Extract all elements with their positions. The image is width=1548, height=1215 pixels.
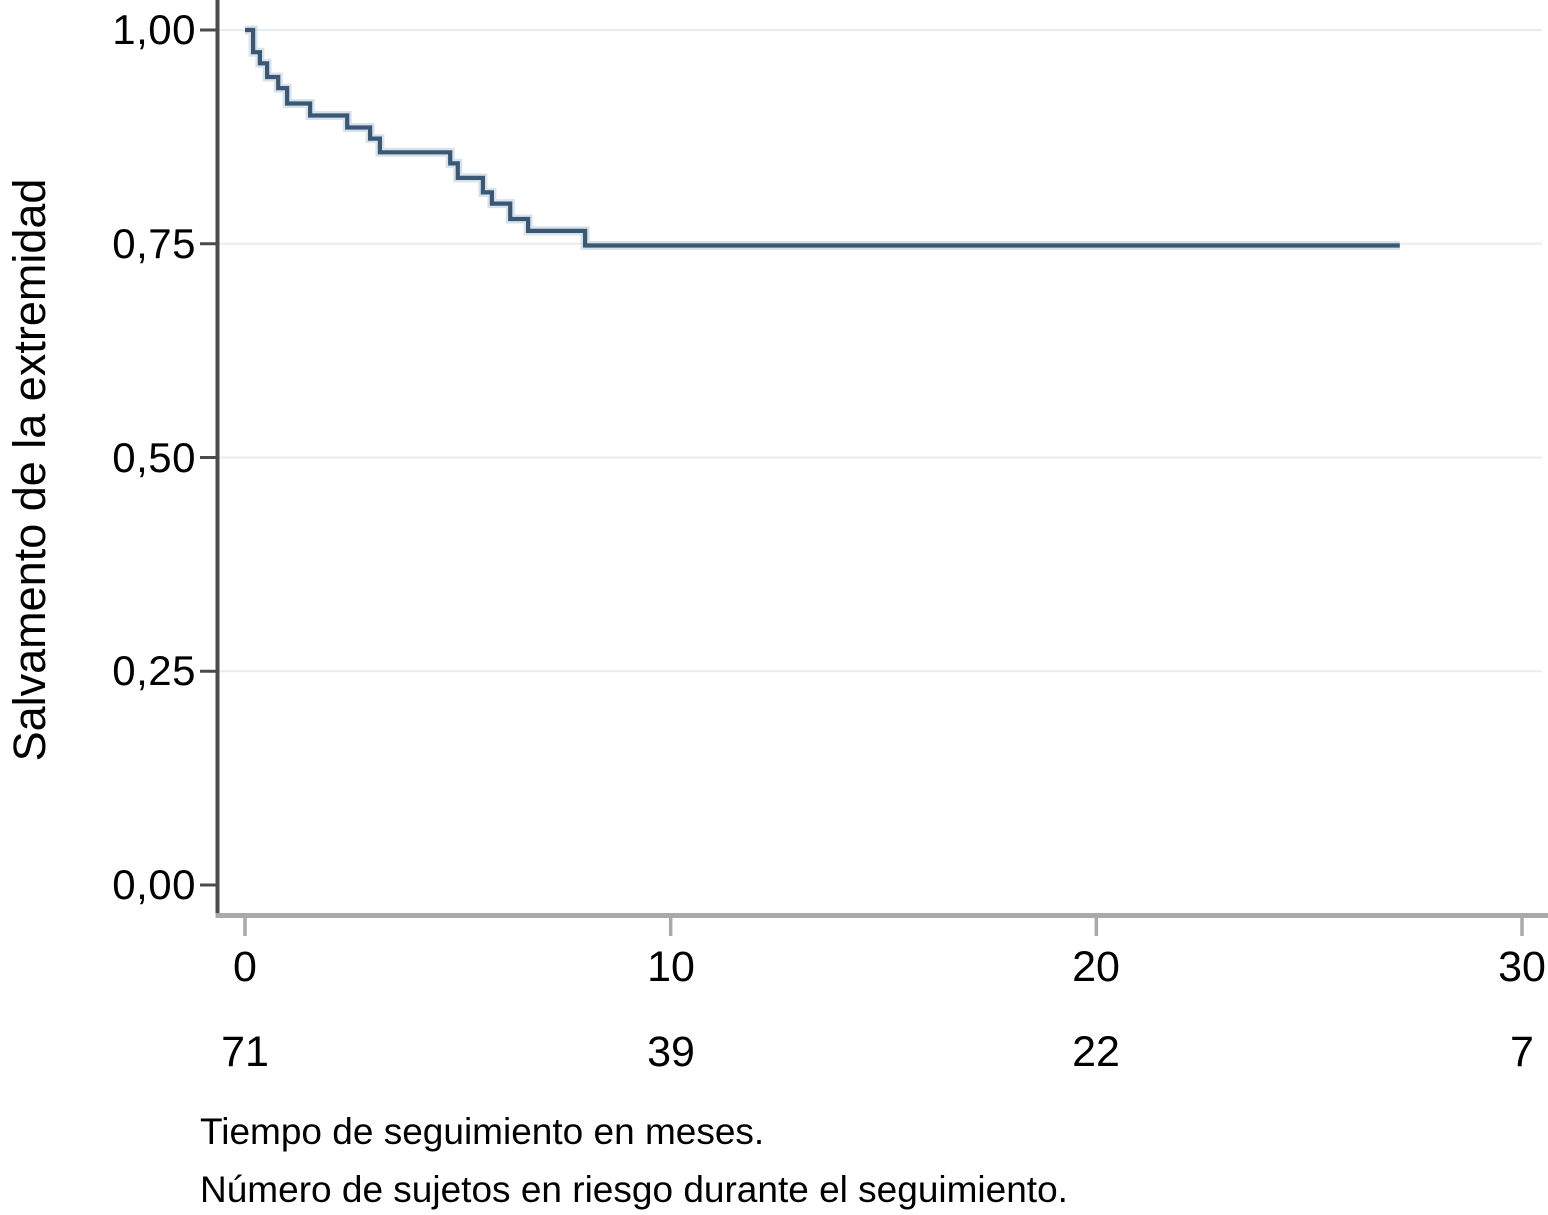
at-risk-count-month-10: 39 bbox=[647, 1028, 695, 1076]
x-tick-label-20: 20 bbox=[1072, 943, 1120, 991]
y-tick-label-0-75: 0,75 bbox=[112, 220, 196, 267]
at-risk-count-month-30: 7 bbox=[1510, 1028, 1534, 1076]
y-tick-label-0-50: 0,50 bbox=[112, 434, 196, 481]
y-tick-label-1-00: 1,00 bbox=[112, 6, 196, 53]
y-tick-label-0-25: 0,25 bbox=[112, 647, 196, 694]
x-tick-label-10: 10 bbox=[647, 943, 695, 991]
x-tick-label-30: 30 bbox=[1498, 943, 1546, 991]
caption-number-at-risk: Número de sujetos en riesgo durante el s… bbox=[200, 1169, 1068, 1210]
at-risk-count-month-0: 71 bbox=[221, 1028, 269, 1076]
caption-time-axis: Tiempo de seguimiento en meses. bbox=[200, 1111, 765, 1152]
x-tick-label-0: 0 bbox=[233, 943, 257, 991]
y-tick-label-0-00: 0,00 bbox=[112, 861, 196, 908]
at-risk-count-month-20: 22 bbox=[1072, 1028, 1120, 1076]
